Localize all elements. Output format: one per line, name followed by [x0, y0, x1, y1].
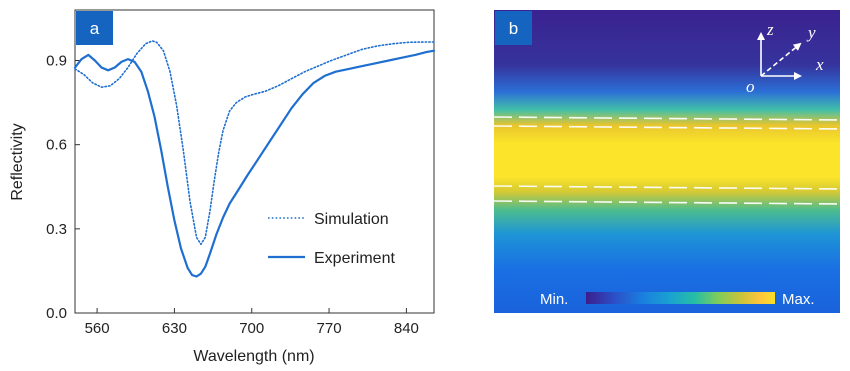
- boundary-line-1: [493, 116, 841, 121]
- y-tick-label: 0.0: [46, 305, 67, 322]
- y-tick-label: 0.3: [46, 221, 67, 238]
- colorbar-min-label: Min.: [540, 291, 568, 308]
- reflectivity-chart: 560 630 700 770 840 0.0 0.3 0.6 0.9 Wavelength …: [9, 9, 436, 365]
- x-tick-label: 630: [162, 320, 187, 337]
- panel-a-label: a: [90, 19, 100, 38]
- boundary-line-4: [493, 200, 841, 205]
- legend-experiment-label: Experiment: [314, 250, 395, 267]
- x-axis-ticks: 560 630 700 770 840: [85, 308, 419, 337]
- series-line-experiment: [73, 49, 436, 278]
- x-tick-label: 840: [394, 320, 419, 337]
- x-axis-letter: x: [815, 55, 824, 74]
- boundary-line-2: [493, 125, 841, 130]
- legend-simulation-label: Simulation: [314, 211, 389, 228]
- y-axis-letter: y: [806, 23, 816, 42]
- y-tick-label: 0.9: [46, 53, 67, 70]
- panel-b-label: b: [509, 19, 518, 38]
- colorbar: [586, 292, 775, 304]
- panel-a-label-badge: [76, 11, 113, 45]
- layer-boundaries: [493, 116, 841, 205]
- boundary-line-3: [493, 185, 841, 190]
- plot-frame: [74, 9, 435, 314]
- x-tick-label: 770: [317, 320, 342, 337]
- series-layer: [73, 40, 436, 278]
- y-axis-title: Reflectivity: [9, 123, 26, 200]
- axes-indicator: z y x o: [746, 20, 824, 96]
- y-axis-arrow: [760, 42, 802, 77]
- panel-b-label-badge: [495, 11, 532, 45]
- x-tick-label: 560: [85, 320, 110, 337]
- colorbar-max-label: Max.: [782, 291, 815, 308]
- legend: Simulation Experiment: [268, 211, 395, 267]
- z-axis-letter: z: [766, 20, 774, 39]
- x-tick-label: 700: [239, 320, 264, 337]
- field-map-panel: b z y x o Min. Max.: [493, 10, 841, 313]
- y-axis-ticks: 0.0 0.3 0.6 0.9: [46, 53, 80, 322]
- x-axis-title: Wavelength (nm): [193, 348, 314, 365]
- field-map: [494, 10, 840, 313]
- origin-letter: o: [746, 77, 755, 96]
- y-tick-label: 0.6: [46, 137, 67, 154]
